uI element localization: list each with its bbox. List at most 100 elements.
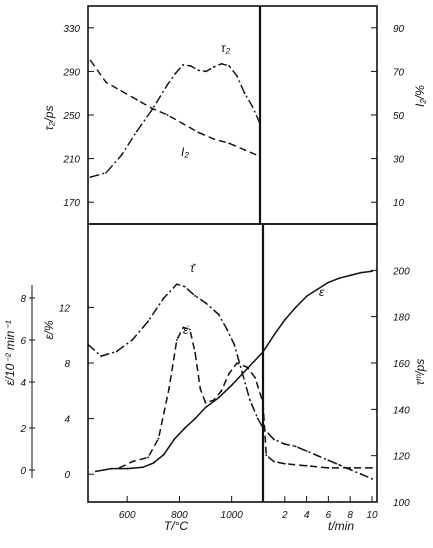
bottom-data-point — [183, 285, 186, 288]
series-label-strain-rate: ε̇ — [183, 323, 189, 337]
bottom-left-tick-label: 8 — [64, 359, 70, 370]
bottom-data-point — [228, 372, 230, 375]
bottom-data-point — [338, 464, 341, 466]
top-data-point — [89, 59, 92, 62]
bottom-data-point — [217, 396, 220, 399]
top-panel: 170 210 250 290 330 10 30 50 70 90 τ₂/ps I₂/% τ₂… — [42, 5, 427, 225]
top-right-tick-label: 30 — [393, 155, 405, 166]
bottom-data-point — [157, 437, 160, 440]
top-data-point — [135, 130, 138, 133]
bottom-right-tick-label: 100 — [393, 498, 410, 509]
top-right-tick-label: 70 — [393, 67, 405, 78]
top-panel-frame — [87, 5, 378, 225]
top-data-point — [120, 90, 123, 92]
top-data-point — [220, 62, 223, 65]
bottom-data-point — [371, 270, 373, 273]
top-data-point — [166, 114, 169, 116]
top-data-point — [243, 92, 246, 95]
bottom-data-point — [294, 445, 297, 448]
bottom-data-point — [147, 320, 149, 323]
top-data-point — [120, 154, 123, 157]
top-data-point — [205, 70, 207, 73]
bottom-data-point — [175, 283, 178, 286]
bottom-data-point — [349, 468, 352, 471]
top-right-tick-label: 50 — [393, 111, 405, 122]
bottom-data-point — [262, 426, 264, 429]
series-label-strain: ε — [319, 285, 325, 299]
bottom-data-point — [235, 362, 238, 364]
bottom-data-point — [305, 464, 308, 467]
bottom-data-point — [371, 467, 373, 469]
top-data-point — [174, 72, 177, 75]
bottom-data-point — [254, 376, 257, 379]
bottom-outer-left-y-label: ε̇/10⁻² min⁻¹ — [3, 320, 17, 385]
bottom-right-y-ticks: 100 120 140 160 180 200 — [371, 266, 410, 509]
bottom-x-axis-label: T/°C — [164, 519, 188, 533]
top-data-point — [197, 69, 200, 72]
bottom-data-point — [217, 313, 220, 316]
x-tick-label-time: 6 — [326, 510, 332, 521]
top-data-point — [259, 155, 261, 158]
bottom-data-point — [225, 327, 228, 330]
top-right-y-label: I₂/% — [413, 85, 427, 107]
bottom-left-tick-label: 4 — [64, 415, 70, 426]
x-tick-label-time: 8 — [347, 510, 353, 521]
bottom-data-point — [204, 401, 207, 404]
top-right-tick-label: 90 — [393, 24, 405, 35]
bottom-data-point — [349, 467, 352, 469]
bottom-data-point — [273, 460, 275, 463]
bottom-data-point — [182, 326, 185, 329]
outer-left-tick-label: 0 — [20, 466, 26, 477]
bottom-left-y-ticks: 0 4 8 12 — [59, 303, 94, 481]
top-series-line — [90, 60, 261, 158]
x-tick-label-time: 4 — [304, 510, 310, 521]
top-data-point — [228, 142, 231, 145]
top-data-point — [189, 65, 192, 67]
series-label-tau-mean: τ̄ — [190, 261, 196, 275]
bottom-right-tick-label: 160 — [393, 359, 410, 370]
top-series-line — [90, 63, 261, 178]
bottom-series-line — [118, 326, 372, 469]
bottom-data-point — [188, 328, 191, 331]
bottom-data-point — [168, 388, 170, 390]
bottom-data-point — [262, 401, 264, 404]
bottom-data-point — [199, 388, 202, 390]
bottom-data-point — [204, 406, 207, 409]
bottom-series-line — [95, 270, 373, 473]
outer-left-tick-label: 2 — [19, 424, 26, 435]
bottom-data-point — [194, 417, 196, 420]
bottom-data-point — [110, 467, 113, 470]
top-left-tick-label: 330 — [63, 24, 80, 35]
x-tick-label-temperature: 600 — [119, 510, 136, 521]
bottom-data-point — [162, 453, 165, 456]
series-label-tau2: τ₂ — [221, 41, 230, 55]
bottom-data-point — [115, 350, 118, 353]
bottom-data-point — [162, 297, 165, 300]
bottom-data-point — [262, 350, 264, 353]
bottom-data-point — [94, 470, 97, 473]
bottom-data-point — [131, 460, 134, 463]
bottom-panel-frame — [87, 223, 378, 503]
top-data-point — [243, 148, 246, 151]
bottom-data-point — [246, 367, 249, 370]
bottom-x-ticks: 600 800 1000 2 4 6 8 10 — [119, 496, 378, 521]
bottom-data-point — [183, 427, 186, 430]
top-data-point — [212, 66, 215, 68]
bottom-data-point — [220, 390, 223, 393]
bottom-data-point — [360, 271, 362, 274]
bottom-right-tick-label: 180 — [393, 313, 410, 324]
bottom-left-y-label: ε/% — [42, 320, 56, 340]
bottom-right-y-label: τᵐ/ps — [413, 359, 427, 386]
bottom-data-point — [305, 295, 308, 298]
outer-left-tick-label: 6 — [20, 336, 26, 347]
top-data-point — [228, 65, 231, 67]
top-data-point — [182, 122, 184, 125]
outer-left-tick-label: 4 — [20, 378, 26, 389]
top-data-point — [259, 122, 261, 125]
bottom-data-point — [316, 454, 319, 457]
bottom-data-point — [327, 467, 330, 469]
bottom-data-point — [283, 443, 286, 445]
bottom-data-point — [349, 274, 352, 277]
